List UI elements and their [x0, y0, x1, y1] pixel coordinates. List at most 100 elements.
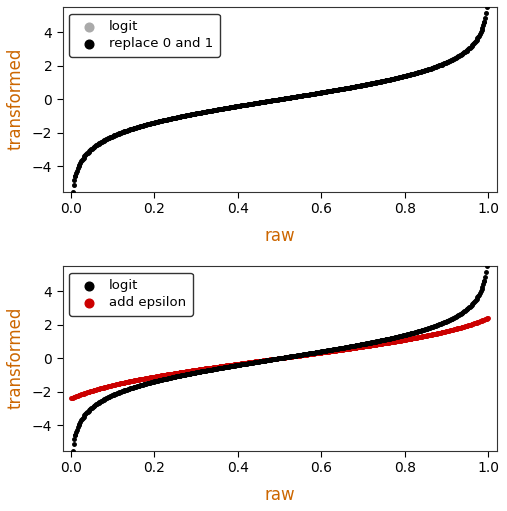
logit [434, 62, 442, 70]
replace 0 and 1 [297, 91, 305, 100]
add epsilon [90, 386, 98, 394]
replace 0 and 1 [172, 113, 180, 122]
logit [74, 165, 82, 173]
replace 0 and 1 [232, 102, 240, 110]
logit [262, 356, 270, 364]
add epsilon [280, 354, 288, 362]
replace 0 and 1 [186, 110, 194, 119]
logit [327, 346, 335, 354]
add epsilon [168, 369, 176, 378]
logit [70, 435, 79, 443]
logit [346, 83, 354, 91]
replace 0 and 1 [68, 188, 77, 196]
replace 0 and 1 [409, 69, 417, 78]
logit [193, 109, 201, 118]
logit [173, 372, 181, 380]
logit [437, 61, 445, 69]
replace 0 and 1 [72, 169, 80, 177]
replace 0 and 1 [190, 110, 198, 118]
logit [223, 363, 231, 371]
add epsilon [190, 366, 198, 375]
logit [87, 404, 95, 412]
logit [411, 328, 419, 336]
logit [426, 323, 434, 332]
logit [360, 340, 368, 348]
logit [215, 105, 224, 113]
logit [317, 88, 325, 97]
add epsilon [477, 317, 485, 325]
replace 0 and 1 [413, 68, 421, 77]
logit [476, 30, 484, 38]
add epsilon [343, 345, 351, 353]
add epsilon [439, 328, 447, 336]
add epsilon [80, 389, 88, 398]
logit [100, 395, 108, 403]
replace 0 and 1 [400, 72, 408, 80]
logit [156, 376, 164, 384]
logit [205, 366, 213, 374]
replace 0 and 1 [391, 74, 400, 82]
replace 0 and 1 [392, 74, 401, 82]
replace 0 and 1 [368, 79, 376, 87]
replace 0 and 1 [123, 127, 131, 135]
logit [428, 323, 437, 331]
replace 0 and 1 [196, 109, 204, 117]
add epsilon [213, 363, 221, 371]
add epsilon [184, 367, 192, 375]
replace 0 and 1 [342, 84, 350, 92]
logit [313, 89, 321, 97]
logit [431, 321, 440, 330]
logit [86, 405, 94, 413]
replace 0 and 1 [369, 79, 377, 87]
logit [132, 124, 140, 132]
logit [372, 79, 380, 87]
logit [284, 94, 292, 102]
logit [417, 327, 425, 335]
replace 0 and 1 [205, 107, 213, 115]
logit [208, 106, 216, 114]
logit [115, 130, 123, 138]
add epsilon [115, 380, 123, 388]
logit [178, 371, 186, 379]
replace 0 and 1 [126, 125, 134, 133]
logit [276, 95, 284, 103]
replace 0 and 1 [203, 107, 211, 115]
logit [189, 110, 197, 118]
logit [319, 88, 327, 96]
logit [79, 155, 87, 163]
add epsilon [149, 373, 157, 381]
add epsilon [244, 358, 252, 366]
logit [226, 103, 234, 111]
add epsilon [466, 321, 474, 329]
logit [111, 131, 119, 140]
replace 0 and 1 [208, 106, 216, 114]
replace 0 and 1 [365, 80, 373, 88]
logit [130, 124, 138, 132]
logit [122, 386, 130, 394]
logit [345, 342, 353, 351]
add epsilon [483, 315, 491, 323]
replace 0 and 1 [129, 125, 137, 133]
logit [286, 353, 295, 361]
replace 0 and 1 [480, 18, 488, 26]
add epsilon [155, 372, 163, 380]
replace 0 and 1 [469, 40, 477, 48]
logit [209, 106, 217, 114]
add epsilon [255, 357, 263, 365]
replace 0 and 1 [295, 92, 303, 100]
replace 0 and 1 [438, 60, 446, 68]
logit [382, 76, 390, 84]
add epsilon [481, 315, 489, 323]
logit [74, 423, 82, 431]
logit [200, 367, 208, 375]
logit [185, 111, 193, 119]
logit [73, 167, 81, 175]
add epsilon [422, 332, 430, 340]
logit [124, 126, 132, 134]
logit [141, 380, 150, 388]
logit [248, 359, 256, 367]
logit [70, 176, 79, 184]
logit [469, 299, 477, 307]
add epsilon [358, 343, 367, 351]
replace 0 and 1 [290, 93, 298, 101]
